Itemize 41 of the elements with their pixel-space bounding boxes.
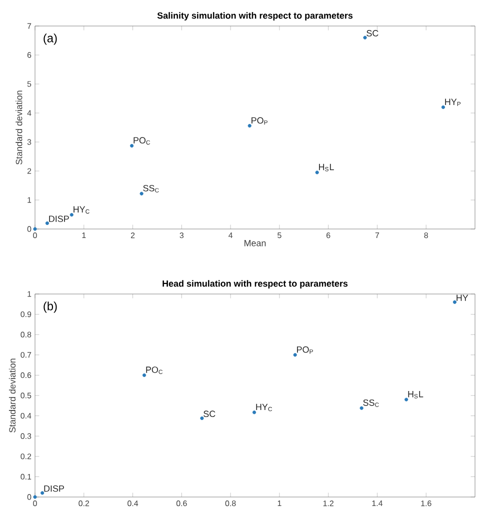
y-axis-title: Standard deviation bbox=[8, 358, 16, 432]
annotation: (a) bbox=[44, 34, 57, 45]
annotation: SC bbox=[366, 30, 378, 36]
annotation: HY$_{P}$ bbox=[445, 98, 461, 106]
point bbox=[360, 406, 364, 410]
annotation: (b) bbox=[44, 302, 57, 313]
point bbox=[40, 491, 44, 495]
annotation: H$_{S}$L bbox=[408, 391, 424, 398]
point bbox=[33, 495, 37, 499]
annotation: H$_{S}$L bbox=[319, 164, 334, 172]
x-axis-title: Mean bbox=[244, 240, 266, 246]
point bbox=[45, 221, 50, 225]
point bbox=[452, 300, 457, 304]
point bbox=[142, 373, 146, 377]
point bbox=[404, 398, 408, 402]
point bbox=[441, 105, 446, 109]
annotation: DISP bbox=[49, 216, 69, 222]
annotation: SC bbox=[204, 410, 216, 418]
annotation: PO$_{P}$ bbox=[297, 346, 313, 354]
annotation: HY$_{C}$ bbox=[74, 206, 90, 214]
point bbox=[130, 144, 134, 148]
chart-title: Head simulation with respect to parameters bbox=[162, 280, 348, 288]
annotation: PO$_{C}$ bbox=[146, 366, 163, 374]
y-axis-title: Standard deviation bbox=[16, 90, 22, 164]
annotation: DISP bbox=[44, 485, 64, 492]
annotation: SS$_{C}$ bbox=[143, 185, 159, 192]
annotation: PO$_{C}$ bbox=[134, 137, 150, 145]
annotation: HY$_{C}$ bbox=[256, 404, 272, 412]
point bbox=[293, 353, 297, 357]
point bbox=[200, 416, 204, 420]
annotation: SS$_{C}$ bbox=[363, 399, 379, 407]
point bbox=[70, 212, 74, 217]
point bbox=[363, 36, 367, 40]
annotation: HY bbox=[456, 294, 468, 301]
chart-title: Salinity simulation with respect to parameters bbox=[157, 12, 353, 20]
point bbox=[33, 227, 37, 231]
point bbox=[248, 124, 252, 128]
annotation: PO$_{P}$ bbox=[252, 117, 268, 125]
point bbox=[140, 192, 144, 196]
point bbox=[315, 170, 319, 174]
point bbox=[252, 410, 256, 414]
